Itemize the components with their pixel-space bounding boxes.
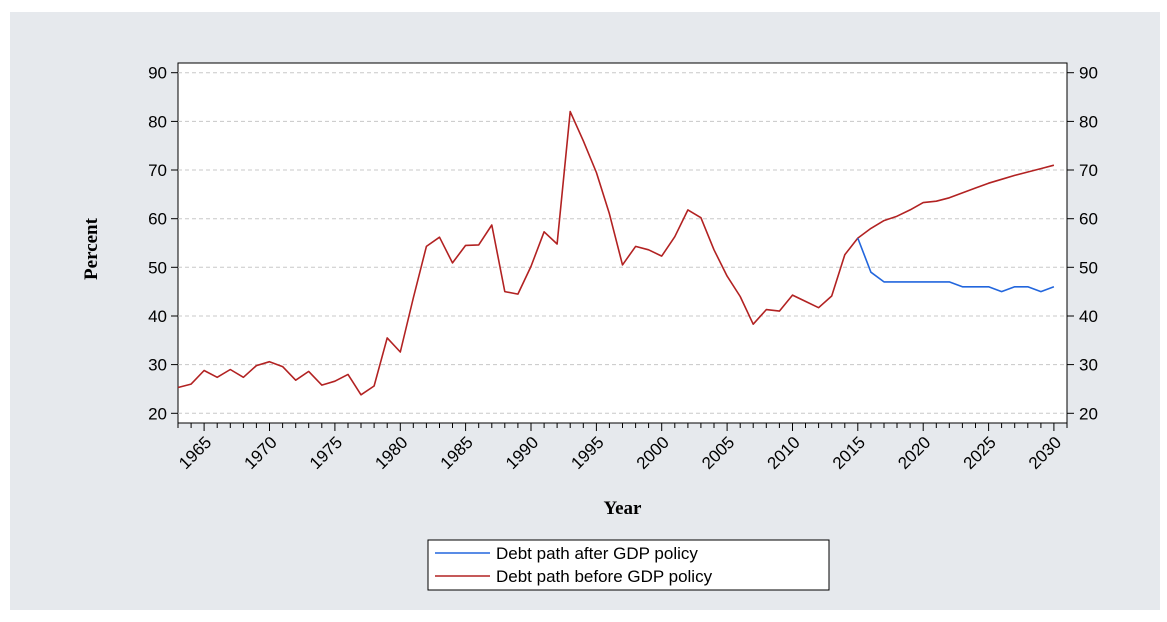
y-tick-label-right: 70 xyxy=(1079,161,1098,180)
x-tick-label: 1980 xyxy=(371,433,411,473)
x-tick-label: 1990 xyxy=(502,433,542,473)
y-tick-label-left: 90 xyxy=(148,64,167,83)
y-tick-label-right: 90 xyxy=(1079,64,1098,83)
x-tick-label: 2030 xyxy=(1025,433,1065,473)
chart-background: 20 20 30 30 40 40 50 50 60 60 70 70 80 80 90 90 1965 1970… xyxy=(10,12,1160,610)
x-tick-label: 1970 xyxy=(241,433,281,473)
plot-area xyxy=(177,62,1068,424)
y-tick-label-right: 50 xyxy=(1079,258,1098,277)
x-tick-label: 2010 xyxy=(764,433,804,473)
y-tick-label-right: 40 xyxy=(1079,307,1098,326)
y-tick-label-left: 20 xyxy=(148,404,167,423)
y-tick-label-left: 30 xyxy=(148,356,167,375)
x-tick-label: 2015 xyxy=(829,433,869,473)
x-tick-label: 2020 xyxy=(894,433,934,473)
y-tick-label-right: 80 xyxy=(1079,112,1098,131)
x-tick-label: 1975 xyxy=(306,433,346,473)
y-tick-label-left: 40 xyxy=(148,307,167,326)
y-tick-label-right: 30 xyxy=(1079,356,1098,375)
grid-lines xyxy=(178,72,1067,414)
x-tick-label: 1985 xyxy=(437,433,477,473)
series-lines xyxy=(177,110,1055,396)
y-tick-label-left: 50 xyxy=(148,258,167,277)
x-axis-title: Year xyxy=(604,498,643,519)
x-tick-label: 1965 xyxy=(175,433,215,473)
legend-label-before: Debt path before GDP policy xyxy=(496,567,713,586)
y-tick-label-right: 20 xyxy=(1079,404,1098,423)
x-tick-label: 2005 xyxy=(698,433,738,473)
legend-label-after: Debt path after GDP policy xyxy=(496,544,698,563)
y-tick-label-left: 60 xyxy=(148,210,167,229)
series-line-after-policy xyxy=(857,237,1055,293)
y-tick-label-left: 70 xyxy=(148,161,167,180)
legend-box xyxy=(427,539,830,591)
y-tick-label-left: 80 xyxy=(148,112,167,131)
series-line-before-policy xyxy=(177,110,1055,396)
legend: Debt path after GDP policy Debt path bef… xyxy=(427,539,830,591)
y-tick-label-right: 60 xyxy=(1079,210,1098,229)
x-tick-label: 1995 xyxy=(567,433,607,473)
x-tick-label: 2000 xyxy=(633,433,673,473)
x-tick-label: 2025 xyxy=(960,433,1000,473)
y-axis-title: Percent xyxy=(81,217,102,280)
